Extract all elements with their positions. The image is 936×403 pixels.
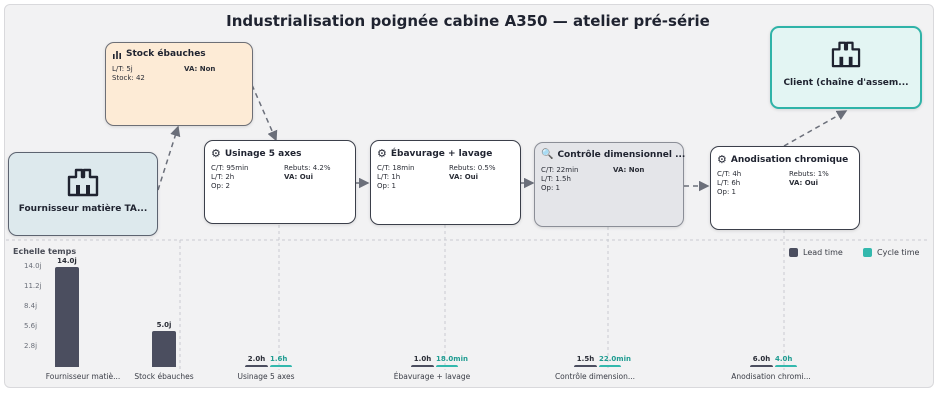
- process-lead-time: L/T: 6h: [717, 179, 741, 187]
- gear-icon: ⚙: [377, 147, 387, 160]
- process-lead-time: L/T: 2h: [211, 173, 235, 181]
- process-lead-time: L/T: 1.5h: [541, 175, 571, 183]
- cycle-time-bar: [270, 365, 292, 367]
- process-va: VA: Non: [613, 166, 645, 174]
- lead-swatch: [789, 248, 798, 257]
- process-lead-time: L/T: 1h: [377, 173, 401, 181]
- lead-time-value: 6.0h: [752, 355, 771, 363]
- y-tick-label: 11.2j: [24, 282, 42, 290]
- y-tick-label: 5.6j: [24, 322, 38, 330]
- process-va: VA: Oui: [449, 173, 479, 181]
- lead-time-bar: [245, 365, 268, 367]
- cycle-swatch: [863, 248, 872, 257]
- x-axis-label: Contrôle dimension...: [554, 372, 636, 381]
- x-axis-label: Stock ébauches: [134, 372, 194, 381]
- process-rebuts: Rebuts: 1%: [789, 170, 829, 178]
- process-operators: Op: 1: [541, 184, 560, 192]
- legend-lead: Lead time: [789, 248, 843, 257]
- cycle-time-bar: [775, 365, 797, 367]
- gear-icon: ⚙: [717, 153, 727, 166]
- inventory-title: Stock ébauches: [126, 49, 206, 59]
- inventory-lead-time: L/T: 5j: [112, 65, 133, 73]
- process-va: VA: Oui: [284, 173, 314, 181]
- cycle-time-bar: [436, 365, 458, 367]
- page-title: Industrialisation poignée cabine A350 — …: [226, 12, 710, 30]
- inventory-stock: Stock: 42: [112, 74, 145, 82]
- process-title: Usinage 5 axes: [224, 148, 302, 159]
- process-cycle-time: C/T: 18min: [377, 164, 415, 172]
- cycle-time-value: 22.0min: [599, 355, 631, 363]
- factory-icon: [67, 168, 99, 197]
- process-cycle-time: C/T: 95min: [211, 164, 249, 172]
- inventory-box[interactable]: Stock ébauches L/T: 5j VA: Non Stock: 42: [105, 42, 253, 126]
- process-box-usinage[interactable]: ⚙ Usinage 5 axes C/T: 95min Rebuts: 4.2%…: [204, 140, 356, 224]
- supplier-label: Fournisseur matière TA...: [18, 204, 148, 214]
- supplier-box[interactable]: Fournisseur matière TA...: [8, 152, 158, 236]
- process-rebuts: Rebuts: 0.5%: [449, 164, 496, 172]
- lead-time-bar: [152, 331, 176, 367]
- process-title: Ébavurage + lavage: [390, 148, 493, 159]
- lead-time-value: 5.0j: [156, 321, 172, 330]
- process-title: Anodisation chromique: [730, 154, 849, 165]
- process-box-anodisation[interactable]: ⚙ Anodisation chromique C/T: 4h Rebuts: …: [710, 146, 860, 230]
- customer-box[interactable]: Client (chaîne d'assem...: [770, 26, 922, 109]
- bar-chart-icon: [113, 50, 121, 59]
- process-operators: Op: 1: [377, 182, 396, 190]
- legend-cycle: Cycle time: [863, 248, 919, 257]
- cycle-time-value: 4.0h: [775, 355, 793, 363]
- customer-label: Client (chaîne d'assem...: [783, 78, 909, 88]
- inventory-va: VA: Non: [184, 65, 216, 73]
- cycle-time-bar: [599, 365, 621, 367]
- process-operators: Op: 2: [211, 182, 230, 190]
- x-axis-label: Usinage 5 axes: [237, 372, 295, 381]
- x-axis-label: Fournisseur matiè...: [45, 372, 121, 381]
- process-box-controle[interactable]: 🔍 Contrôle dimensionnel ... C/T: 22min V…: [534, 142, 686, 227]
- magnifier-icon: 🔍: [541, 149, 554, 160]
- process-operators: Op: 1: [717, 188, 736, 196]
- lead-time-value: 14.0j: [57, 257, 77, 265]
- x-axis-label: Ébavurage + lavage: [393, 372, 471, 381]
- process-cycle-time: C/T: 4h: [717, 170, 742, 178]
- legend-lead-label: Lead time: [803, 248, 843, 257]
- process-va: VA: Oui: [789, 179, 819, 187]
- lead-time-bar: [574, 365, 597, 367]
- y-tick-label: 2.8j: [24, 342, 38, 350]
- process-title: Contrôle dimensionnel ...: [557, 149, 686, 160]
- lead-time-bar: [55, 267, 79, 367]
- lead-time-bar: [750, 365, 773, 367]
- timeline-label: Echelle temps: [13, 247, 77, 256]
- legend-cycle-label: Cycle time: [877, 248, 920, 257]
- lead-time-bar: [411, 365, 434, 367]
- y-tick-label: 8.4j: [24, 302, 38, 310]
- gear-icon: ⚙: [211, 147, 221, 160]
- process-box-ebavurage[interactable]: ⚙ Ébavurage + lavage C/T: 18min Rebuts: …: [370, 140, 521, 225]
- process-cycle-time: C/T: 22min: [541, 166, 579, 174]
- factory-icon: [831, 41, 861, 68]
- lead-time-value: 1.0h: [413, 355, 432, 363]
- lead-time-value: 2.0h: [247, 355, 266, 363]
- x-axis-label: Anodisation chromi...: [731, 372, 811, 381]
- process-rebuts: Rebuts: 4.2%: [284, 164, 331, 172]
- y-tick-label: 14.0j: [24, 262, 42, 270]
- cycle-time-value: 18.0min: [436, 355, 468, 363]
- lead-time-value: 1.5h: [576, 355, 595, 363]
- cycle-time-value: 1.6h: [270, 355, 288, 363]
